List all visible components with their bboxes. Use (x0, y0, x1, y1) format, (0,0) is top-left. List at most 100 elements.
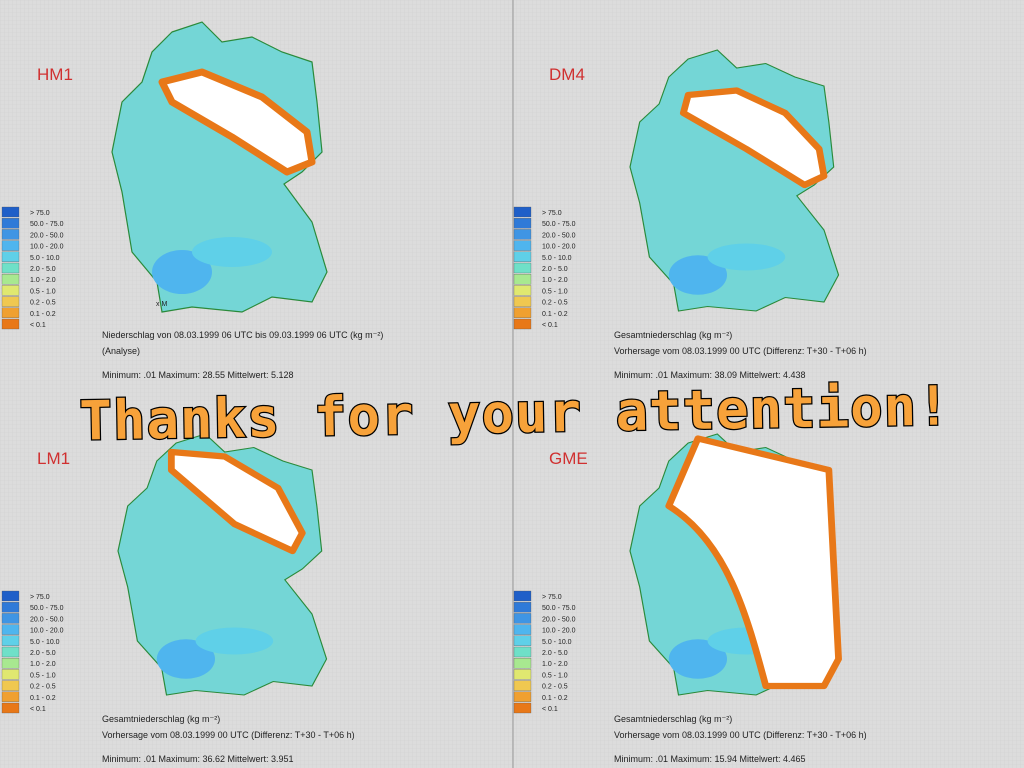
legend-swatch (513, 240, 532, 251)
model-label: HM1 (37, 65, 73, 84)
caption-line: Vorhersage vom 08.03.1999 00 UTC (Differ… (614, 730, 867, 740)
legend-swatch (1, 206, 20, 218)
caption-line: Minimum: .01 Maximum: 36.62 Mittelwert: … (102, 754, 294, 764)
legend-label: 5.0 - 10.0 (30, 255, 60, 262)
wet-area (707, 243, 786, 271)
legend-label: 0.5 - 1.0 (542, 288, 568, 295)
station-marker: x M (156, 301, 167, 308)
legend-label: 0.1 - 0.2 (30, 311, 56, 318)
legend-label: 5.0 - 10.0 (542, 639, 572, 646)
legend-label: < 0.1 (30, 322, 46, 329)
legend-label: 0.2 - 0.5 (542, 684, 568, 691)
legend-swatch (1, 613, 20, 624)
wet-area (668, 255, 727, 295)
legend-label: 1.0 - 2.0 (542, 661, 568, 668)
legend-label: 2.0 - 5.0 (542, 650, 568, 657)
legend-swatch (513, 206, 532, 218)
legend-swatch (1, 702, 20, 714)
wet-area (152, 250, 212, 294)
legend-swatch (1, 680, 20, 691)
legend-swatch (1, 296, 20, 307)
model-label: DM4 (549, 65, 585, 84)
caption-line: Minimum: .01 Maximum: 15.94 Mittelwert: … (614, 754, 806, 764)
caption-line: Minimum: .01 Maximum: 38.09 Mittelwert: … (614, 370, 806, 380)
legend-label: 10.0 - 20.0 (542, 244, 576, 251)
legend-label: 20.0 - 50.0 (30, 232, 64, 239)
legend-label: 20.0 - 50.0 (30, 616, 64, 623)
legend-label: 10.0 - 20.0 (30, 628, 64, 635)
caption-line: Gesamtniederschlag (kg m⁻²) (614, 330, 732, 340)
legend-label: 2.0 - 5.0 (542, 266, 568, 273)
legend-swatch (513, 218, 532, 229)
legend-label: 1.0 - 2.0 (30, 661, 56, 668)
dry-band (679, 87, 828, 189)
dry-band (167, 448, 306, 555)
model-label: LM1 (37, 449, 70, 468)
legend-label: 5.0 - 10.0 (542, 255, 572, 262)
legend-label: 10.0 - 20.0 (30, 244, 64, 251)
legend-swatch (513, 307, 532, 318)
legend-swatch (513, 262, 532, 274)
wet-area (195, 627, 274, 655)
model-label: GME (549, 449, 588, 468)
map-panel: DM4 > 75.0 50.0 - 75.0 20.0 - 50.0 10.0 - 20… (513, 49, 867, 380)
legend-label: 20.0 - 50.0 (542, 616, 576, 623)
legend-label: > 75.0 (30, 210, 50, 217)
legend-label: 0.2 - 0.5 (30, 684, 56, 691)
wet-area (192, 237, 272, 267)
legend-swatch (513, 658, 532, 669)
legend-swatch (513, 274, 532, 285)
legend-swatch (1, 307, 20, 318)
legend-swatch (1, 285, 20, 296)
legend-label: > 75.0 (30, 594, 50, 601)
legend-label: 50.0 - 75.0 (542, 605, 576, 612)
legend-swatch (1, 602, 20, 613)
legend-swatch (1, 318, 20, 330)
caption-line: Vorhersage vom 08.03.1999 00 UTC (Differ… (102, 730, 355, 740)
legend-label: 2.0 - 5.0 (30, 266, 56, 273)
wet-area (668, 639, 727, 679)
legend-swatch (1, 646, 20, 658)
legend-label: 0.5 - 1.0 (542, 672, 568, 679)
legend-swatch (1, 658, 20, 669)
dry-band (665, 435, 842, 690)
caption-line: Gesamtniederschlag (kg m⁻²) (614, 714, 732, 724)
caption-line: Vorhersage vom 08.03.1999 00 UTC (Differ… (614, 346, 867, 356)
legend-label: 10.0 - 20.0 (542, 628, 576, 635)
legend-swatch (513, 702, 532, 714)
map (117, 433, 328, 696)
legend-swatch (513, 635, 532, 646)
legend-swatch (513, 624, 532, 635)
legend-swatch (513, 680, 532, 691)
legend-swatch (513, 251, 532, 262)
caption-line: Gesamtniederschlag (kg m⁻²) (102, 714, 220, 724)
legend-label: 0.2 - 0.5 (542, 300, 568, 307)
map (629, 49, 840, 312)
map-panel: HM1 x M > 75.0 50.0 - 75.0 20.0 - 50.0 10.0 -… (1, 21, 383, 380)
map (629, 433, 842, 696)
map-panel: GME > 75.0 50.0 - 75.0 20.0 - 50.0 10.0 - 20… (513, 433, 867, 764)
legend-label: 50.0 - 75.0 (30, 605, 64, 612)
legend-label: 2.0 - 5.0 (30, 650, 56, 657)
legend-label: 0.2 - 0.5 (30, 300, 56, 307)
legend-swatch (513, 646, 532, 658)
caption-line: Minimum: .01 Maximum: 28.55 Mittelwert: … (102, 370, 294, 380)
legend-label: 1.0 - 2.0 (542, 277, 568, 284)
legend-label: > 75.0 (542, 594, 562, 601)
legend-label: 1.0 - 2.0 (30, 277, 56, 284)
legend-swatch (1, 229, 20, 240)
caption-line: Niederschlag von 08.03.1999 06 UTC bis 0… (102, 330, 383, 340)
legend-label: 50.0 - 75.0 (30, 221, 64, 228)
caption-line: (Analyse) (102, 346, 140, 356)
legend-label: 5.0 - 10.0 (30, 639, 60, 646)
legend-label: 0.1 - 0.2 (30, 695, 56, 702)
legend-swatch (1, 218, 20, 229)
legend-label: > 75.0 (542, 210, 562, 217)
legend-swatch (1, 624, 20, 635)
legend-swatch (513, 285, 532, 296)
legend-label: 50.0 - 75.0 (542, 221, 576, 228)
legend-label: < 0.1 (30, 706, 46, 713)
legend-swatch (1, 262, 20, 274)
legend-swatch (513, 590, 532, 602)
